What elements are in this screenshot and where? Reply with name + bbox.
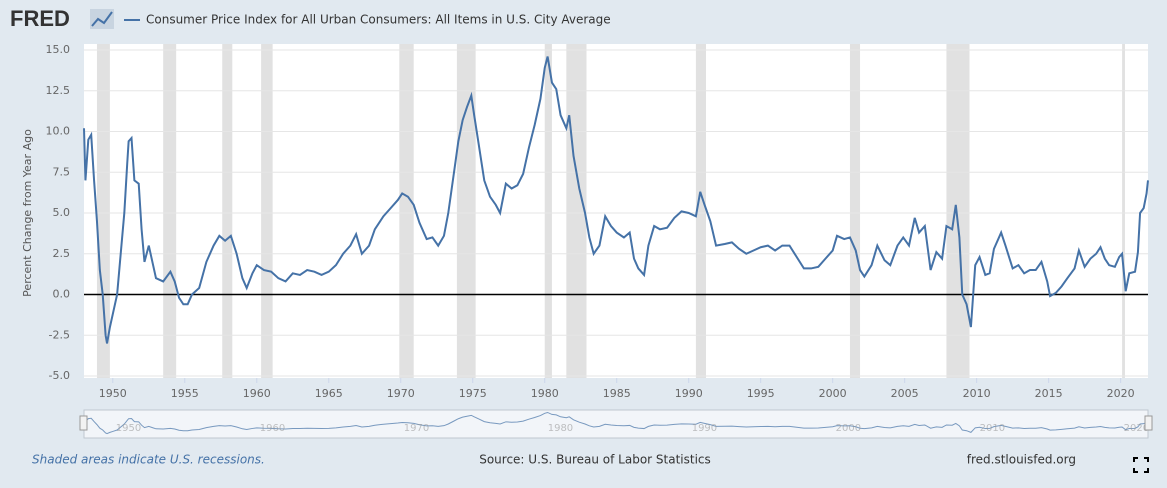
x-tick-label: 2000 xyxy=(819,387,847,400)
navigator-tick-label: 2000 xyxy=(836,423,861,434)
y-axis-label: Percent Change from Year Ago xyxy=(21,129,34,297)
x-tick-label: 2015 xyxy=(1035,387,1063,400)
y-tick-label: 15.0 xyxy=(46,43,71,56)
y-tick-label: 12.5 xyxy=(46,84,71,97)
recession-band xyxy=(695,44,706,378)
x-tick-label: 2005 xyxy=(891,387,919,400)
x-tick-label: 1965 xyxy=(315,387,343,400)
x-tick-label: 1980 xyxy=(531,387,559,400)
source: Source: U.S. Bureau of Labor Statistics xyxy=(479,453,711,467)
recession-band xyxy=(946,44,970,378)
x-tick-label: 1955 xyxy=(171,387,199,400)
y-tick-label: -5.0 xyxy=(49,369,70,382)
x-tick-label: 1975 xyxy=(459,387,487,400)
x-tick-label: 1960 xyxy=(243,387,271,400)
y-tick-label: 0.0 xyxy=(53,288,71,301)
navigator-line xyxy=(83,411,1149,435)
x-tick-label: 1995 xyxy=(747,387,775,400)
x-tick-label: 1970 xyxy=(387,387,415,400)
site: fred.stlouisfed.org xyxy=(967,453,1076,467)
y-tick-label: 2.5 xyxy=(53,247,71,260)
navigator-tick-label: 1980 xyxy=(548,423,573,434)
x-tick-label: 1985 xyxy=(603,387,631,400)
navigator-handles[interactable] xyxy=(79,415,1153,431)
recession-band xyxy=(544,44,552,378)
recession-band xyxy=(222,44,233,378)
logo-icon xyxy=(90,9,114,29)
navigator-tick-label: 1990 xyxy=(692,423,717,434)
navigator-tick-label: 2020 xyxy=(1124,423,1149,434)
recession-band xyxy=(96,44,110,378)
series-line xyxy=(83,56,1149,344)
x-tick-label: 1950 xyxy=(99,387,127,400)
y-tick-label: 7.5 xyxy=(53,165,71,178)
navigator-tick-label: 1960 xyxy=(260,423,285,434)
fullscreen-icon[interactable] xyxy=(1133,457,1149,473)
legend-label: Consumer Price Index for All Urban Consu… xyxy=(146,13,611,27)
logo: FRED xyxy=(10,6,70,31)
navigator[interactable] xyxy=(83,409,1149,439)
recession-band xyxy=(1122,44,1125,378)
navigator-tick-label: 1950 xyxy=(116,423,141,434)
recession-note[interactable]: Shaded areas indicate U.S. recessions. xyxy=(32,453,265,467)
recession-band xyxy=(456,44,476,378)
y-tick-label: -2.5 xyxy=(49,328,70,341)
recession-band xyxy=(399,44,414,378)
x-tick-label: 2020 xyxy=(1107,387,1135,400)
recession-band xyxy=(261,44,273,378)
recession-band xyxy=(849,44,861,378)
x-tick-label: 1990 xyxy=(675,387,703,400)
recession-band xyxy=(163,44,177,378)
navigator-tick-label: 1970 xyxy=(404,423,429,434)
navigator-tick-label: 2010 xyxy=(980,423,1005,434)
x-tick-label: 2010 xyxy=(963,387,991,400)
y-tick-label: 10.0 xyxy=(46,125,71,138)
plot-area xyxy=(84,44,1148,378)
recession-band xyxy=(566,44,587,378)
y-tick-label: 5.0 xyxy=(53,206,71,219)
